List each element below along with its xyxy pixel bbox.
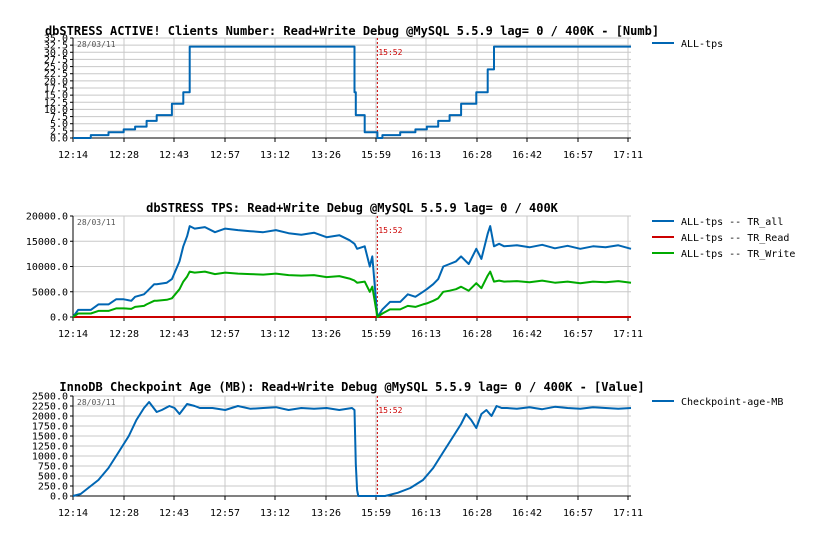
x-tick-label: 17:11 xyxy=(613,329,643,340)
x-tick-label: 13:26 xyxy=(311,508,341,519)
x-tick-label: 12:57 xyxy=(210,150,240,161)
y-tick-label: 0.0 xyxy=(50,134,68,145)
x-tick-label: 15:59 xyxy=(361,508,391,519)
x-tick-label: 13:26 xyxy=(311,150,341,161)
date-label: 28/03/11 xyxy=(77,40,116,49)
y-tick-label: 750.0 xyxy=(38,462,68,473)
series-line-all-tps-tr-all xyxy=(72,225,632,318)
x-tick-label: 16:13 xyxy=(411,329,441,340)
x-tick-label: 12:43 xyxy=(159,150,189,161)
y-tick-label: 1500.0 xyxy=(32,432,68,443)
y-tick-label: 20.0 xyxy=(44,76,68,87)
y-tick-label: 1750.0 xyxy=(32,422,68,433)
x-tick-label: 16:57 xyxy=(563,508,593,519)
series-line-all-tps xyxy=(73,45,631,139)
x-tick-label: 16:42 xyxy=(512,329,542,340)
x-tick-label: 16:28 xyxy=(462,150,492,161)
y-tick-label: 500.0 xyxy=(38,472,68,483)
chart-title: InnoDB Checkpoint Age (MB): Read+Write D… xyxy=(59,380,644,394)
y-tick-label: 2500.0 xyxy=(32,392,68,403)
y-tick-label: 35.0 xyxy=(44,34,68,45)
y-tick-label: 17.5 xyxy=(44,84,68,95)
y-tick-label: 27.5 xyxy=(44,55,68,66)
date-label: 28/03/11 xyxy=(77,398,116,407)
x-tick-label: 16:57 xyxy=(563,150,593,161)
legend-label: ALL-tps xyxy=(681,39,723,50)
x-tick-label: 13:12 xyxy=(260,508,290,519)
x-tick-label: 16:13 xyxy=(411,508,441,519)
x-tick-label: 15:59 xyxy=(361,150,391,161)
y-tick-label: 7.5 xyxy=(50,112,68,123)
y-tick-label: 2.5 xyxy=(50,126,68,137)
legend-label: Checkpoint-age-MB xyxy=(681,397,783,408)
x-tick-label: 12:57 xyxy=(210,508,240,519)
x-tick-label: 12:28 xyxy=(109,508,139,519)
chart-title: dbSTRESS ACTIVE! Clients Number: Read+Wr… xyxy=(45,24,659,38)
x-tick-label: 12:28 xyxy=(109,150,139,161)
series-line-all-tps-tr-write xyxy=(72,270,632,318)
y-tick-label: 30.0 xyxy=(44,48,68,59)
x-tick-label: 16:28 xyxy=(462,508,492,519)
y-tick-label: 0.0 xyxy=(50,492,68,503)
x-tick-label: 17:11 xyxy=(613,508,643,519)
chart-panel-1: dbSTRESS ACTIVE! Clients Number: Read+Wr… xyxy=(44,24,723,161)
x-tick-label: 13:12 xyxy=(260,150,290,161)
restart-marker-label: 15:52 xyxy=(378,226,402,235)
legend-label: ALL-tps -- TR_Write xyxy=(681,249,795,260)
y-tick-label: 2000.0 xyxy=(32,412,68,423)
chart-panel-3: InnoDB Checkpoint Age (MB): Read+Write D… xyxy=(32,380,783,519)
y-tick-label: 15000.0 xyxy=(26,237,68,248)
y-tick-label: 250.0 xyxy=(38,482,68,493)
y-tick-label: 20000.0 xyxy=(26,212,68,223)
y-tick-label: 1000.0 xyxy=(32,452,68,463)
chart-title: dbSTRESS TPS: Read+Write Debug @MySQL 5.… xyxy=(146,201,559,215)
y-tick-label: 32.5 xyxy=(44,41,68,52)
x-tick-label: 12:28 xyxy=(109,329,139,340)
x-tick-label: 13:26 xyxy=(311,329,341,340)
x-tick-label: 12:43 xyxy=(159,329,189,340)
y-tick-label: 12.5 xyxy=(44,98,68,109)
x-tick-label: 16:42 xyxy=(512,508,542,519)
x-tick-label: 12:14 xyxy=(58,329,88,340)
y-tick-label: 5.0 xyxy=(50,119,68,130)
y-tick-label: 2250.0 xyxy=(32,402,68,413)
x-tick-label: 15:59 xyxy=(361,329,391,340)
x-tick-label: 12:14 xyxy=(58,508,88,519)
y-tick-label: 5000.0 xyxy=(32,287,68,298)
x-tick-label: 13:12 xyxy=(260,329,290,340)
y-tick-label: 0.0 xyxy=(50,313,68,324)
y-tick-label: 10.0 xyxy=(44,105,68,116)
x-tick-label: 12:43 xyxy=(159,508,189,519)
chart-panel-2: dbSTRESS TPS: Read+Write Debug @MySQL 5.… xyxy=(26,201,796,340)
legend-label: ALL-tps -- TR_Read xyxy=(681,233,789,244)
restart-marker-label: 15:52 xyxy=(378,406,402,415)
y-tick-label: 25.0 xyxy=(44,62,68,73)
x-tick-label: 12:57 xyxy=(210,329,240,340)
x-tick-label: 12:14 xyxy=(58,150,88,161)
restart-marker-label: 15:52 xyxy=(378,48,402,57)
x-tick-label: 16:28 xyxy=(462,329,492,340)
x-tick-label: 17:11 xyxy=(613,150,643,161)
y-tick-label: 15.0 xyxy=(44,91,68,102)
y-tick-label: 22.5 xyxy=(44,69,68,80)
legend-label: ALL-tps -- TR_all xyxy=(681,217,783,228)
x-tick-label: 16:42 xyxy=(512,150,542,161)
series-line-checkpoint-age-mb xyxy=(72,401,632,497)
y-tick-label: 10000.0 xyxy=(26,262,68,273)
x-tick-label: 16:57 xyxy=(563,329,593,340)
date-label: 28/03/11 xyxy=(77,218,116,227)
x-tick-label: 16:13 xyxy=(411,150,441,161)
y-tick-label: 1250.0 xyxy=(32,442,68,453)
